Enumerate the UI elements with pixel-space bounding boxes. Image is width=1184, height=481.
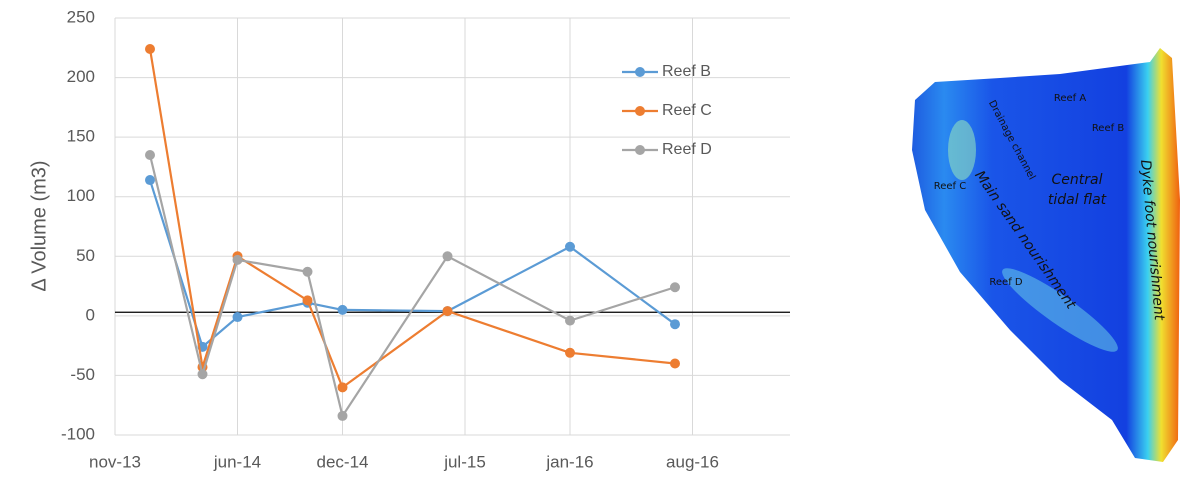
data-point	[670, 319, 680, 330]
y-tick-label: 100	[67, 186, 95, 205]
data-point	[145, 175, 155, 186]
data-point	[232, 254, 243, 265]
data-point	[565, 241, 575, 252]
x-tick-label: jun-14	[213, 452, 261, 471]
data-point	[302, 266, 313, 277]
x-tick-label: dec-14	[317, 452, 369, 471]
y-tick-label: 200	[67, 67, 95, 86]
map-shoal	[948, 120, 976, 180]
data-point	[565, 347, 575, 358]
x-tick-label: nov-13	[89, 452, 141, 471]
data-point	[145, 43, 155, 54]
legend-marker	[635, 106, 645, 116]
data-point	[145, 150, 155, 161]
y-tick-label: -50	[70, 365, 95, 384]
data-point	[337, 410, 348, 421]
y-tick-label: 50	[76, 246, 95, 265]
data-point	[337, 304, 348, 315]
series-line	[148, 48, 676, 390]
data-point	[670, 358, 680, 369]
legend-label: Reef B	[662, 63, 711, 80]
legend-marker	[635, 67, 645, 77]
y-tick-label: 250	[67, 7, 95, 26]
y-tick-label: 150	[67, 127, 95, 146]
map-label: Reef D	[989, 277, 1023, 288]
map-label: Reef C	[934, 181, 967, 192]
data-point	[442, 306, 453, 317]
legend-label: Reef D	[662, 141, 712, 158]
data-point	[565, 315, 575, 326]
data-point	[302, 295, 313, 306]
x-tick-label: jan-16	[545, 452, 593, 471]
data-point	[337, 382, 348, 393]
series-line	[148, 154, 676, 419]
y-axis-label: Δ Volume (m3)	[28, 160, 50, 291]
map-label: Central	[1052, 172, 1103, 188]
data-point	[442, 251, 453, 262]
series-line	[148, 179, 676, 349]
x-tick-label: jul-15	[443, 452, 486, 471]
map: Reef A Reef B Reef C Reef D Drainage cha…	[912, 48, 1180, 462]
y-tick-label: -100	[61, 424, 95, 443]
map-label: tidal flat	[1048, 192, 1107, 208]
data-point	[197, 369, 208, 380]
data-point	[670, 282, 680, 293]
map-label: Reef A	[1054, 93, 1087, 104]
legend-label: Reef C	[662, 102, 712, 119]
map-label: Reef B	[1092, 123, 1125, 134]
data-point	[232, 312, 243, 323]
x-tick-label: aug-16	[666, 452, 719, 471]
map-shoal	[1002, 268, 1118, 352]
legend-marker	[635, 145, 645, 155]
map-shape	[912, 48, 1180, 462]
y-tick-label: 0	[86, 305, 95, 324]
